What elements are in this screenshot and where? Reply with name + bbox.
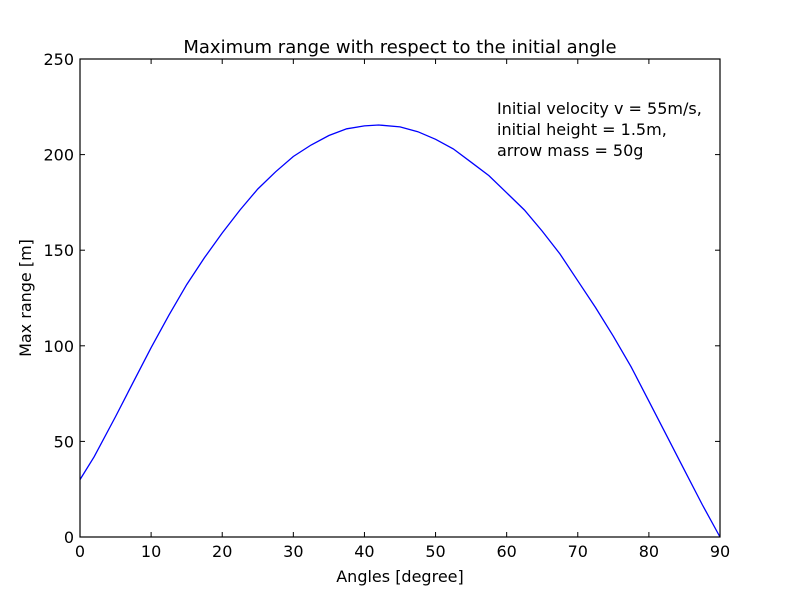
x-tick-label: 40 — [354, 542, 374, 561]
plot-frame — [79, 58, 721, 538]
x-tick-label: 60 — [496, 542, 516, 561]
x-tick-label: 20 — [212, 542, 232, 561]
y-tick-label: 100 — [43, 337, 74, 356]
x-axis-label: Angles [degree] — [336, 567, 464, 586]
y-tick-label: 200 — [43, 146, 74, 165]
annotation-line-3: arrow mass = 50g — [497, 141, 643, 160]
y-tick-label: 250 — [43, 50, 74, 69]
chart-title: Maximum range with respect to the initia… — [183, 37, 616, 58]
x-tick-label: 0 — [75, 542, 85, 561]
x-tick-label: 50 — [425, 542, 445, 561]
x-tick-label: 80 — [639, 542, 659, 561]
annotation-line-2: initial height = 1.5m, — [497, 120, 667, 139]
y-axis-label: Max range [m] — [16, 239, 35, 357]
x-tick-label: 90 — [710, 542, 730, 561]
y-tick-label: 50 — [54, 432, 74, 451]
y-tick-label: 0 — [64, 528, 74, 547]
x-tick-label: 30 — [283, 542, 303, 561]
x-tick-label: 70 — [568, 542, 588, 561]
series-line — [79, 124, 721, 538]
x-tick-label: 10 — [141, 542, 161, 561]
y-tick-label: 150 — [43, 241, 74, 260]
annotation-line-1: Initial velocity v = 55m/s, — [497, 99, 702, 118]
